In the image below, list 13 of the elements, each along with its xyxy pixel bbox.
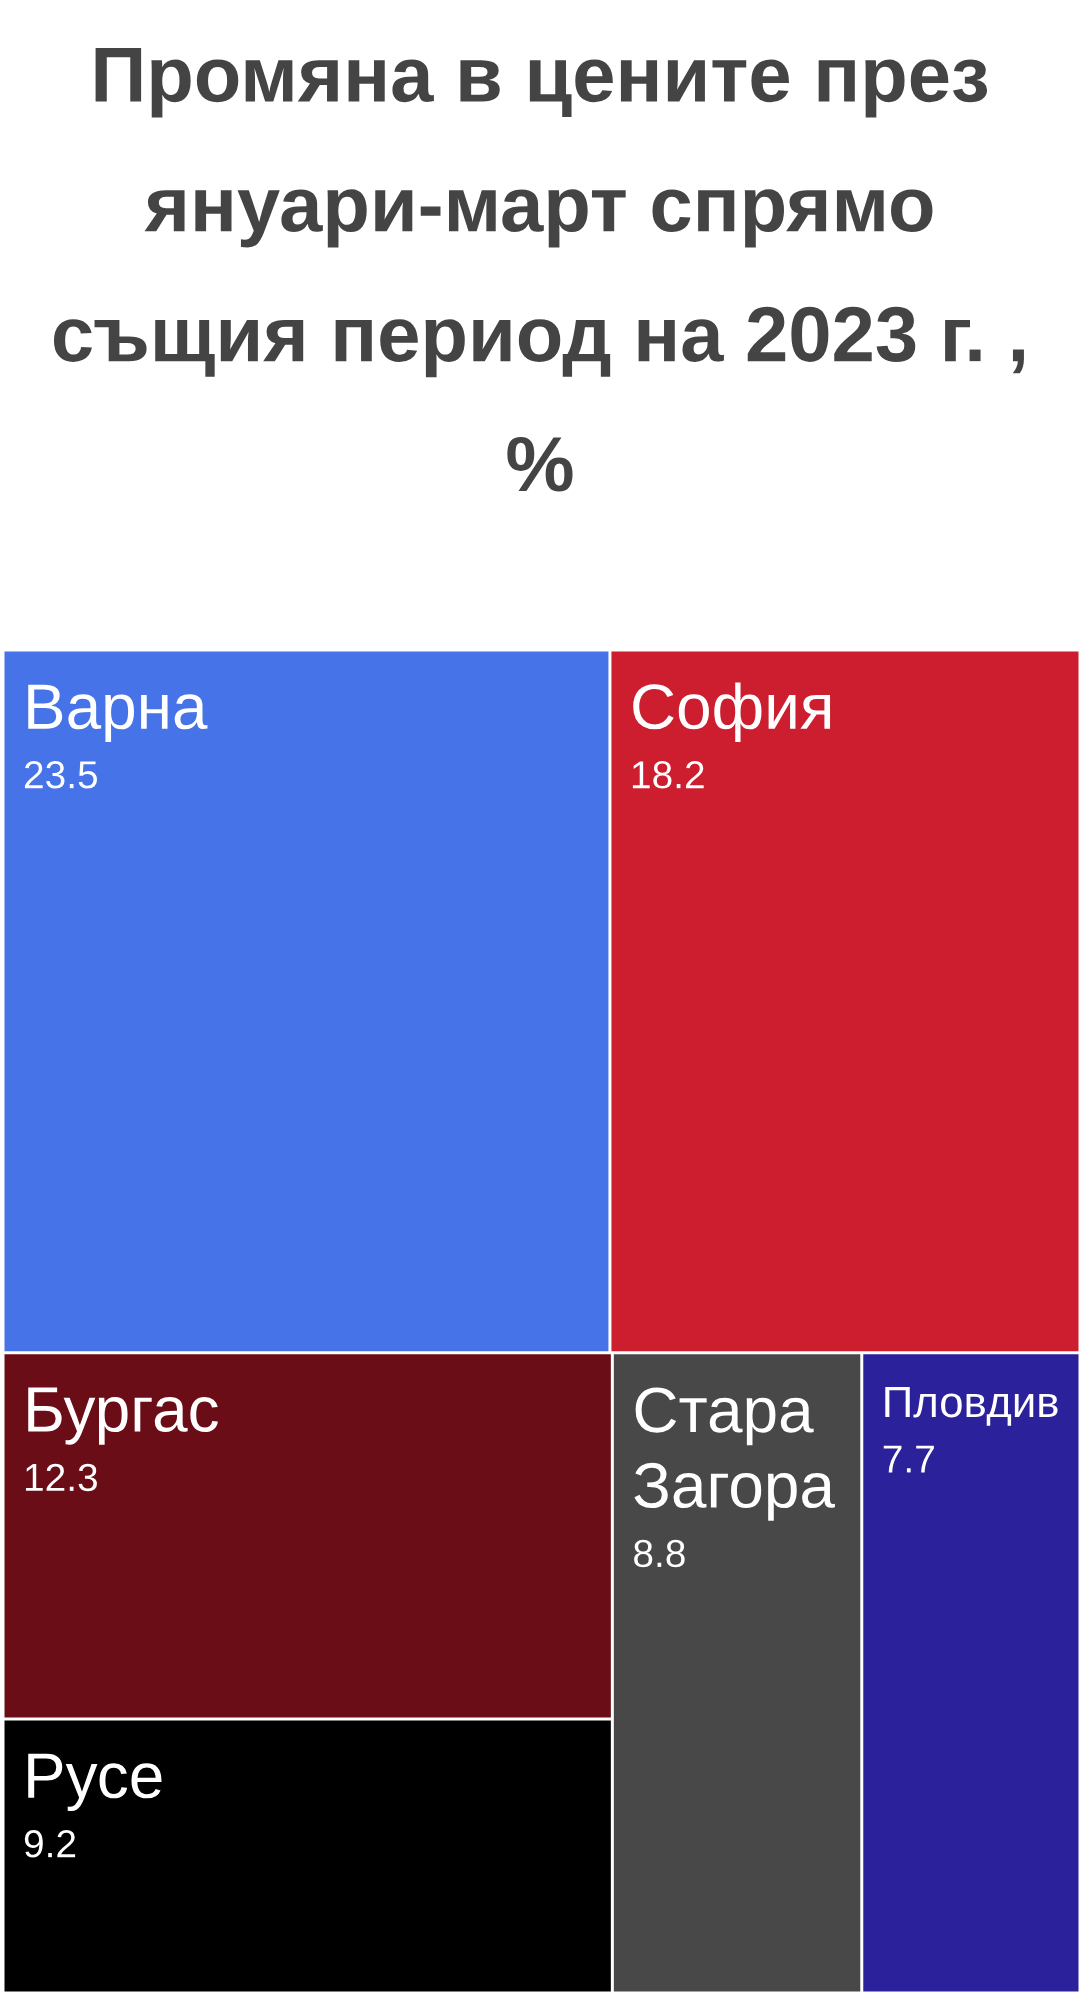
- data-label: 7.7: [883, 1445, 934, 1473]
- data-label: 12.3: [25, 1463, 97, 1492]
- data-label: 8.8: [634, 1539, 685, 1568]
- data-label: 9.2: [24, 1830, 76, 1858]
- category-label: Стара Загора: [634, 1387, 835, 1521]
- category-label: София: [633, 682, 831, 742]
- category-label: Пловдив: [885, 1386, 1058, 1426]
- text: Промяна в цените през януари-март спрямо същия период на 2023 г. , %: [53, 47, 1024, 492]
- data-label: 18.2: [632, 761, 704, 789]
- category-label: Русе: [28, 1753, 162, 1811]
- data-label: 23.5: [24, 761, 98, 789]
- category-label: Варна: [28, 684, 208, 742]
- category-label: Бургас: [28, 1387, 218, 1445]
